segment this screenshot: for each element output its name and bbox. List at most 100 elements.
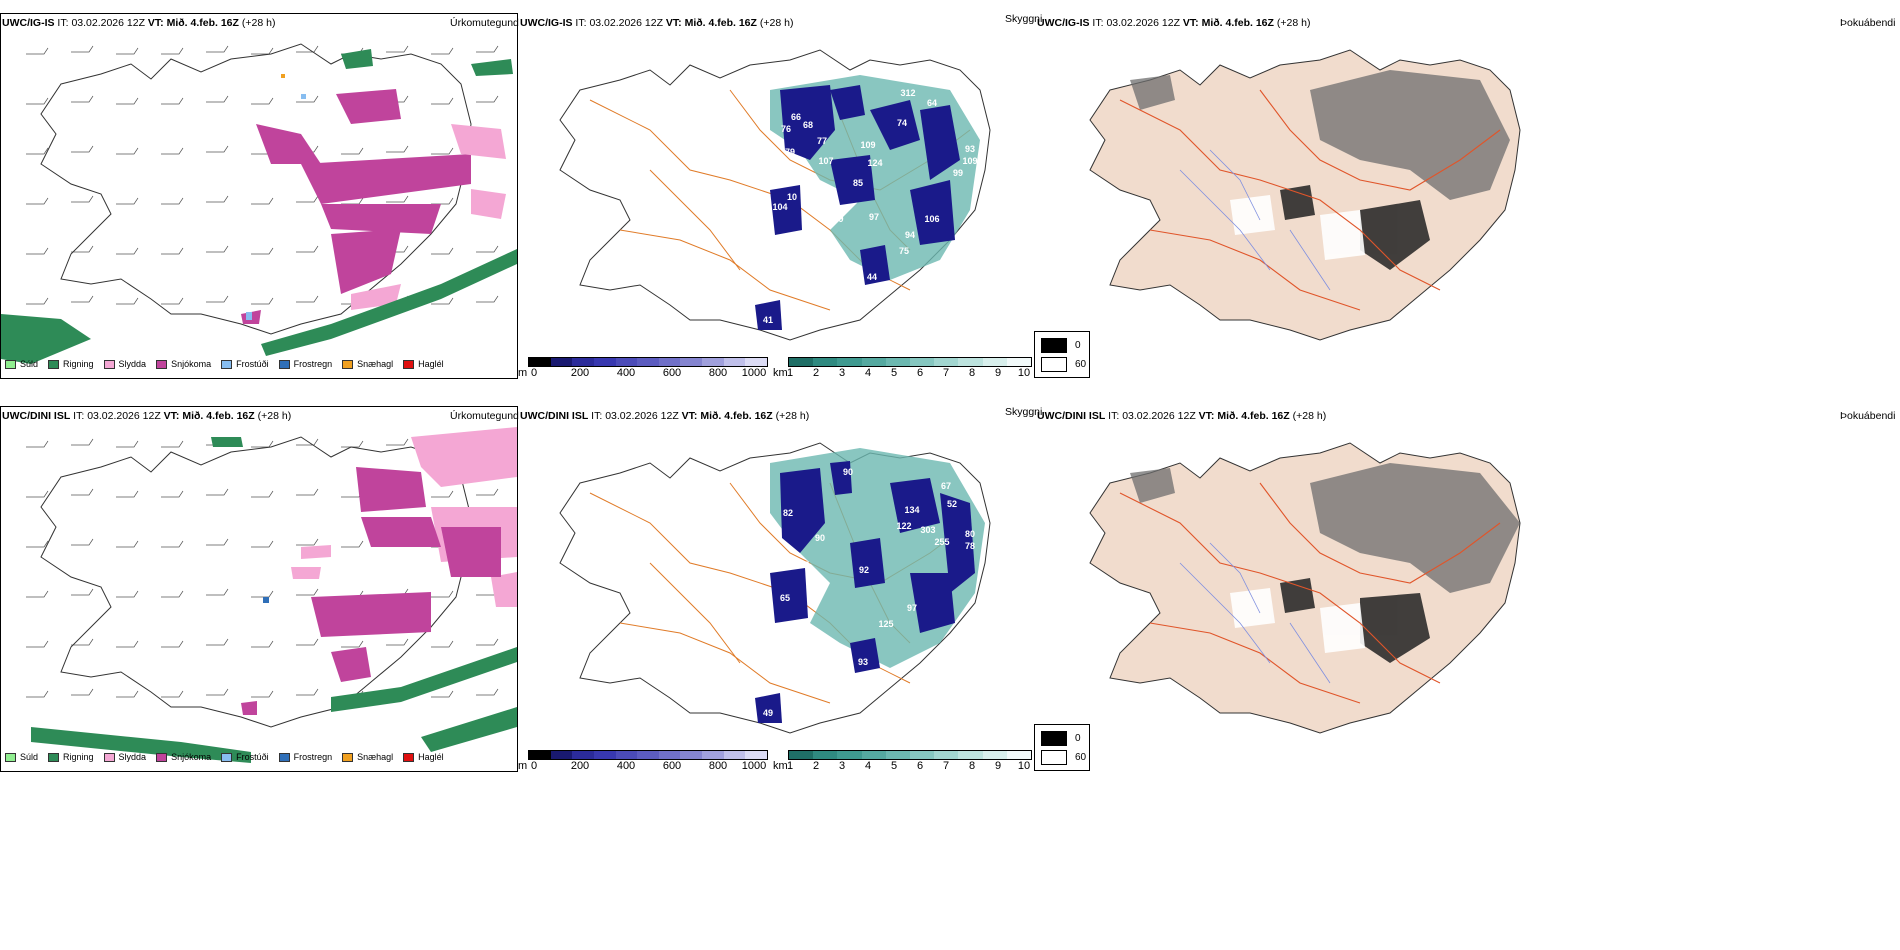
visibility-label: 90: [843, 467, 853, 477]
visibility-label: 75: [899, 246, 909, 256]
cloudbase-color-step: [637, 358, 659, 366]
header-model: UWC/IG-IS: [1037, 17, 1090, 29]
header-it: 03.02.2026 12Z: [87, 410, 161, 422]
tick-label: 6: [916, 760, 924, 772]
cloudbase-color-step: [529, 358, 551, 366]
iceland-outline: [40, 43, 472, 335]
legend-label: Frostúði: [236, 752, 269, 762]
visibility-colorbar: [788, 357, 1032, 367]
fog-legend: 0 60: [1034, 724, 1090, 771]
visibility-color-step: [861, 751, 886, 759]
legend-swatch: [156, 359, 168, 369]
visibility-label: 90: [815, 533, 825, 543]
visibility-label: 109: [860, 140, 875, 150]
legend-swatch: [48, 359, 60, 369]
cloudbase-color-step: [529, 751, 551, 759]
legend-label: Slydda: [118, 359, 147, 369]
visibility-label: 10: [787, 192, 797, 202]
legend-swatch: [103, 359, 115, 369]
precip-map-top: [1, 43, 517, 364]
cloudbase-color-step: [658, 358, 681, 366]
tick-label: 1: [786, 760, 794, 772]
visibility-color-step: [958, 751, 983, 759]
visibility-color-step: [813, 751, 838, 759]
visibility-label: 52: [947, 499, 957, 509]
header-it: 03.02.2026 12Z: [1122, 410, 1196, 422]
cloudbase-color-step: [680, 751, 703, 759]
tick-label: 400: [616, 760, 636, 772]
header-it: 03.02.2026 12Z: [71, 17, 145, 29]
visibility-color-step: [837, 358, 862, 366]
header-vt: Mið. 4.feb. 16Z: [182, 410, 255, 422]
visibility-color-step: [982, 751, 1007, 759]
panel-header: UWC/IG-IS IT: 03.02.2026 12Z VT: Mið. 4.…: [2, 17, 275, 30]
tick-label: 7: [942, 760, 950, 772]
header-model: UWC/IG-IS: [520, 17, 573, 29]
header-it: 03.02.2026 12Z: [589, 17, 663, 29]
visibility-label: 104: [772, 202, 787, 212]
header-vt: Mið. 4.feb. 16Z: [700, 410, 773, 422]
legend-label: Rigning: [63, 752, 94, 762]
tick-label: 8: [968, 367, 976, 379]
tick-label: 10: [1017, 760, 1031, 772]
legend-label: Frostregn: [293, 752, 333, 762]
visibility-label: 106: [924, 214, 939, 224]
header-lead: (+28 h): [1276, 17, 1311, 29]
visibility-label: 76: [781, 124, 791, 134]
tick-label: 8: [968, 760, 976, 772]
visibility-label: 107: [818, 156, 833, 166]
cloudbase-colorbar: [528, 750, 768, 760]
fog-map-bottom: [1089, 442, 1521, 734]
panel-header: UWC/DINI ISL IT: 03.02.2026 12Z VT: Mið.…: [1037, 410, 1326, 423]
panel-title: Þokuábendi: [1840, 17, 1896, 29]
visibility-color-step: [837, 751, 862, 759]
fog-swatch-high: [1041, 338, 1067, 353]
cloudbase-color-step: [723, 751, 746, 759]
visibility-colorbar: [788, 750, 1032, 760]
visibility-label: 49: [763, 708, 773, 718]
visibility-label: 78: [965, 541, 975, 551]
fog-label-bottom: 60: [1075, 359, 1087, 370]
legend-label: Frostregn: [293, 359, 333, 369]
cloudbase-color-step: [572, 358, 594, 366]
precip-panel-top: Súld Rigning Slydda Snjókoma Frostúði Fr…: [0, 13, 518, 379]
tick-label: 1000: [741, 760, 767, 772]
cloudbase-color-step: [702, 358, 724, 366]
header-lead: (+28 h): [257, 410, 292, 422]
tick-label: 4: [864, 760, 872, 772]
legend-label: Slydda: [118, 752, 147, 762]
visibility-map-bottom: 90 82 90 67 52 134 122 303 255 65 93 97 …: [559, 442, 991, 734]
panel-title: Úrkomutegund: [450, 410, 519, 422]
visibility-label: 66: [791, 112, 801, 122]
cloudbase-color-step: [680, 358, 703, 366]
header-it-label: IT:: [591, 410, 603, 422]
header-it-label: IT:: [73, 410, 85, 422]
fog-label-top: 0: [1075, 340, 1081, 351]
cloudbase-color-step: [550, 751, 573, 759]
legend-label: Snæhagl: [357, 752, 394, 762]
legend-item: Súld: [5, 359, 38, 369]
tick-label: 800: [708, 367, 728, 379]
tick-label: 200: [570, 760, 590, 772]
header-vt-label: VT:: [1198, 410, 1215, 422]
visibility-label: 109: [962, 156, 977, 166]
visibility-label: 303: [920, 525, 935, 535]
legend-label: Frostúði: [236, 359, 269, 369]
visibility-label: 312: [900, 88, 915, 98]
cloudbase-color-step: [615, 751, 638, 759]
tick-label: 9: [994, 367, 1002, 379]
header-it: 03.02.2026 12Z: [1106, 17, 1180, 29]
legend-label: Haglél: [418, 752, 444, 762]
header-lead: (+28 h): [759, 17, 794, 29]
fog-legend: 0 60: [1034, 331, 1090, 378]
legend-label: Rigning: [63, 359, 94, 369]
visibility-label: 125: [878, 619, 893, 629]
tick-label: 0: [530, 367, 538, 379]
fog-label-top: 0: [1075, 733, 1081, 744]
legend-label: Súld: [20, 752, 39, 762]
visibility-label: 80: [965, 529, 975, 539]
tick-label: 10: [1017, 367, 1031, 379]
legend-swatch: [278, 752, 290, 762]
cloudbase-color-step: [637, 751, 659, 759]
legend-swatch: [221, 752, 233, 762]
